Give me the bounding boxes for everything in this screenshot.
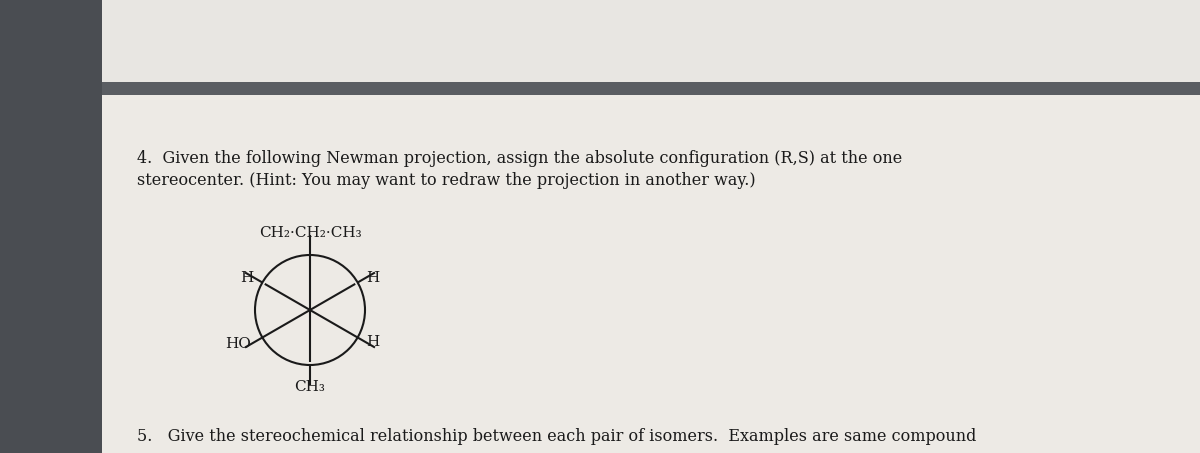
Text: H: H bbox=[366, 336, 379, 350]
Bar bbox=[102, 82, 1200, 95]
Bar bbox=[102, 95, 1200, 453]
Text: 4.  Given the following Newman projection, assign the absolute configuration (R,: 4. Given the following Newman projection… bbox=[137, 150, 902, 167]
Text: H: H bbox=[240, 270, 253, 284]
Bar bbox=[102, 0, 1200, 82]
Text: CH₂·CH₂·CH₃: CH₂·CH₂·CH₃ bbox=[259, 226, 361, 240]
Text: H: H bbox=[366, 270, 379, 284]
Text: CH₃: CH₃ bbox=[294, 380, 325, 394]
Text: HO: HO bbox=[226, 337, 251, 351]
Text: stereocenter. (Hint: You may want to redraw the projection in another way.): stereocenter. (Hint: You may want to red… bbox=[137, 172, 756, 189]
Text: 5.   Give the stereochemical relationship between each pair of isomers.  Example: 5. Give the stereochemical relationship … bbox=[137, 428, 977, 445]
